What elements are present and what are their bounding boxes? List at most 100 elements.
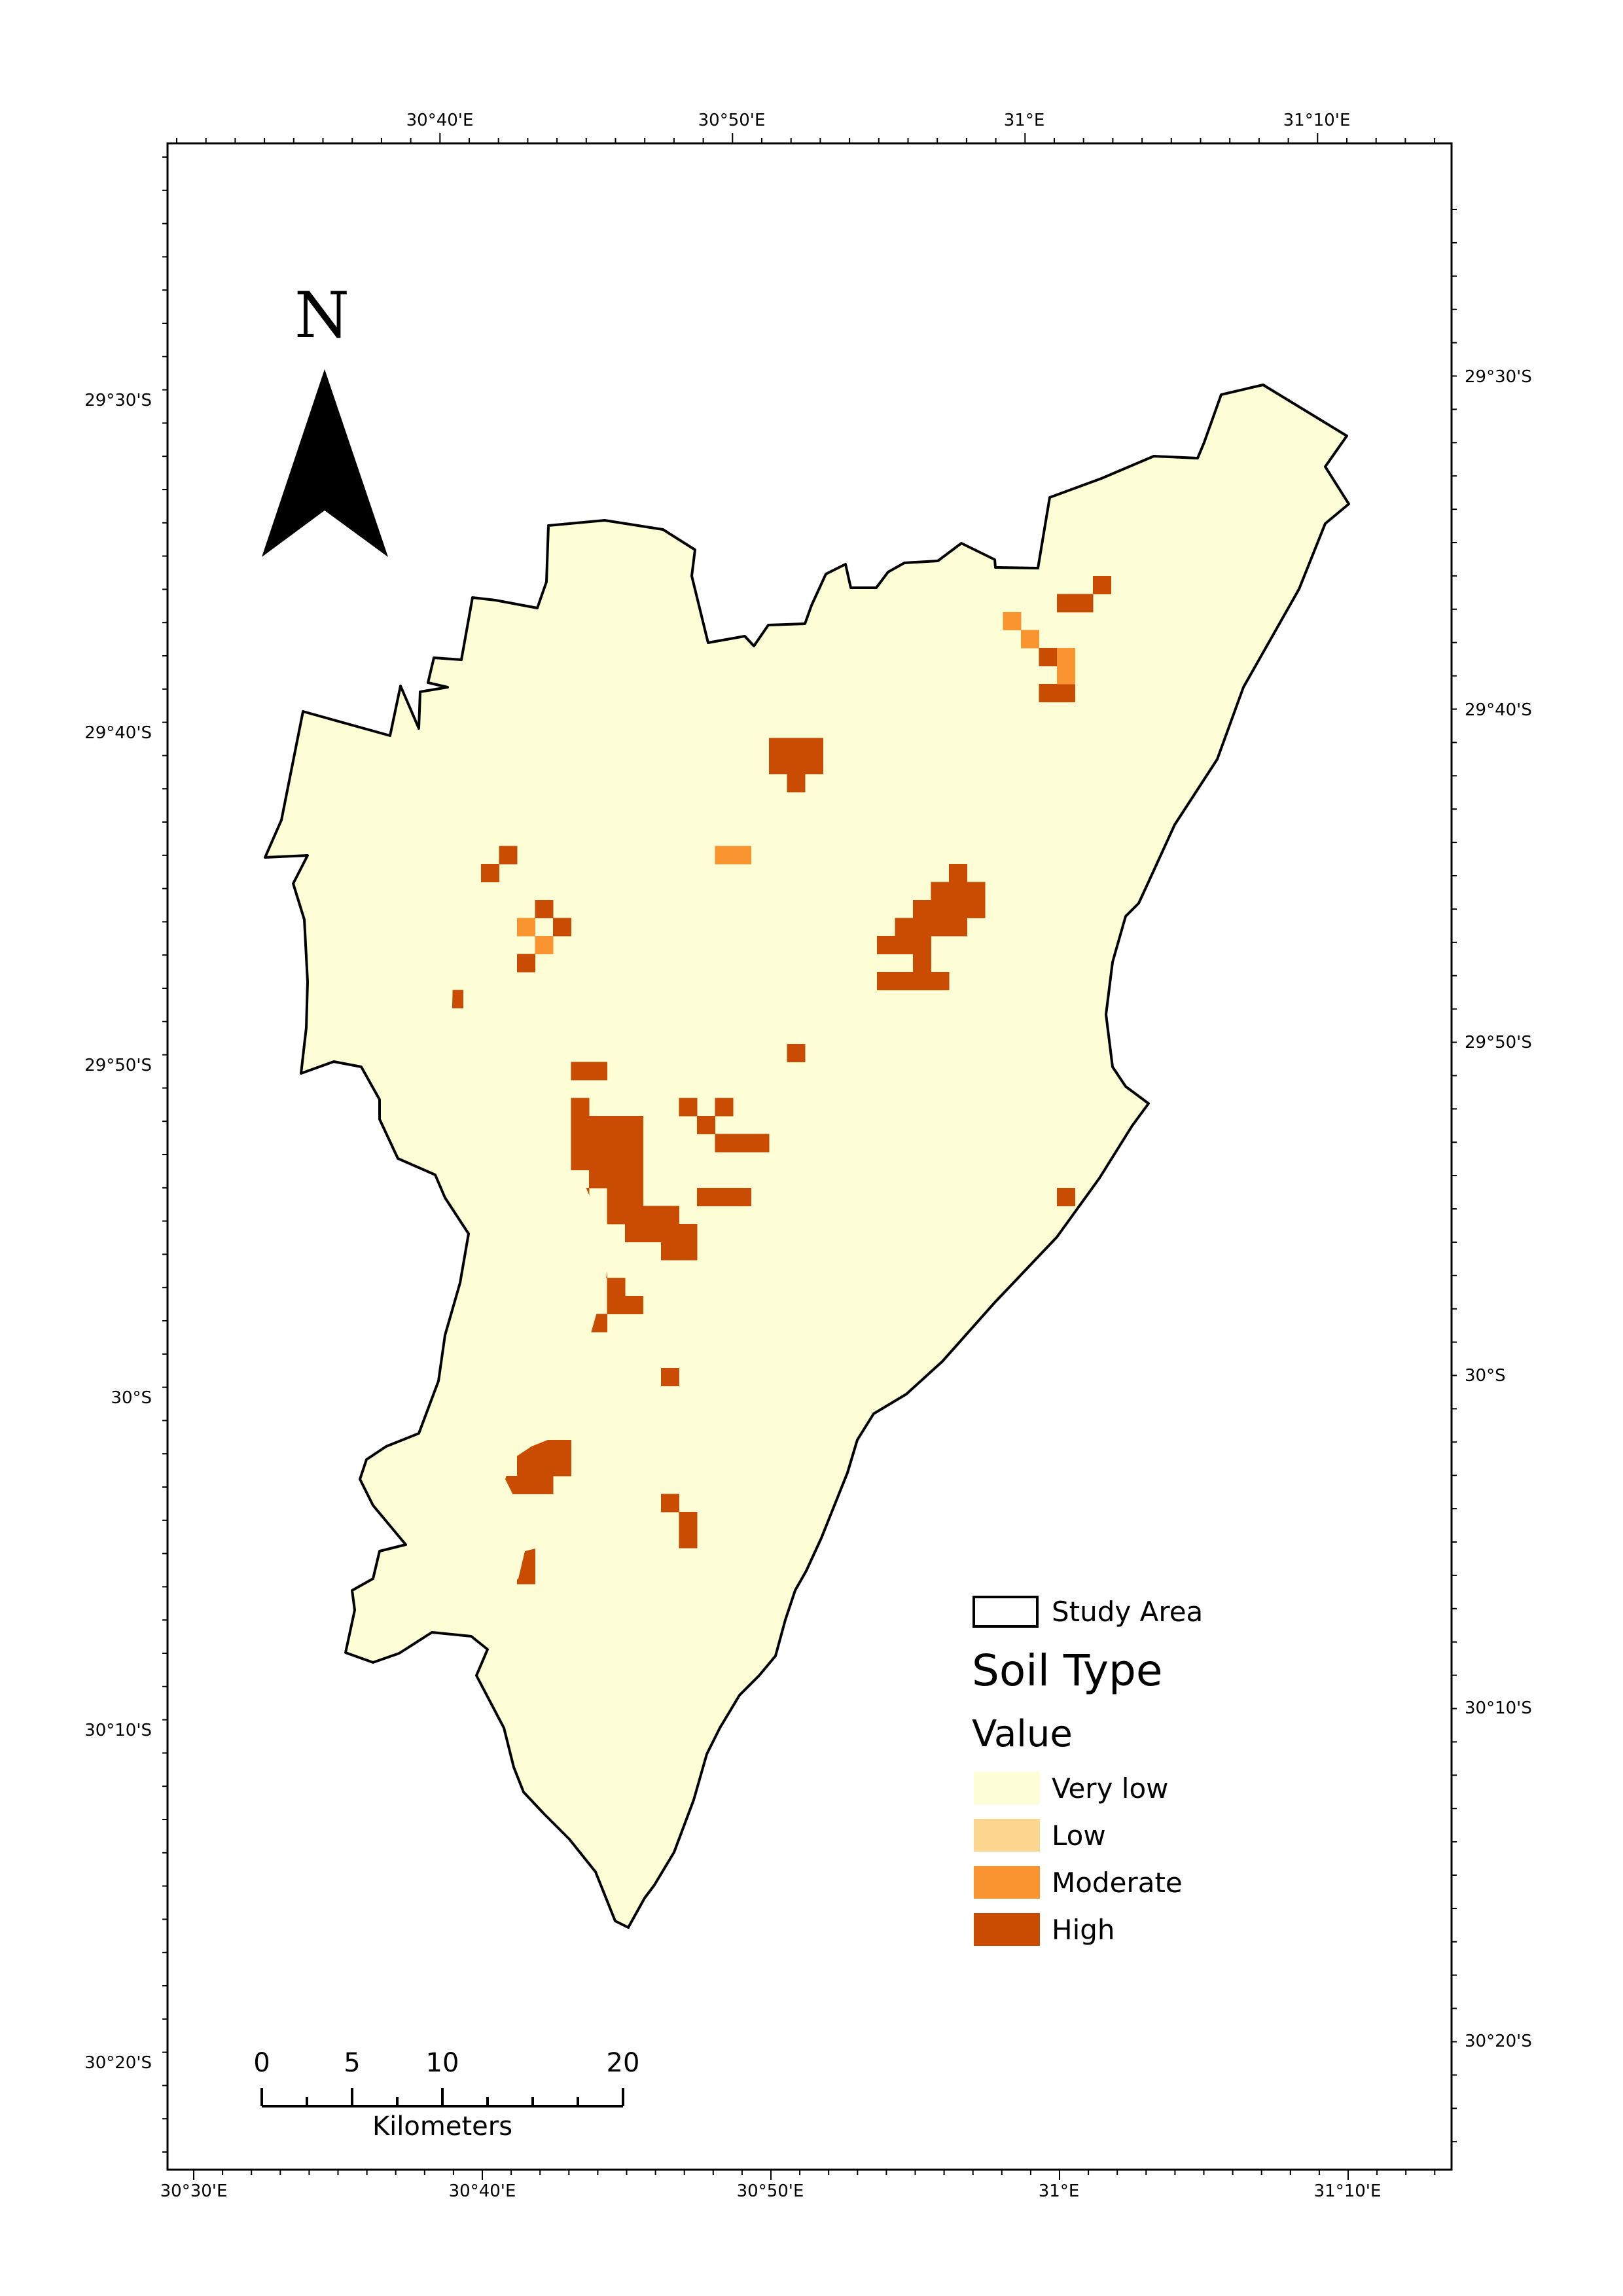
right-label: 29°40'S [1465, 700, 1532, 720]
scale-bar-ticks [260, 2088, 624, 2106]
raster-cell-high [931, 918, 950, 937]
raster-cell-high [913, 936, 931, 954]
raster-cell-high [787, 1044, 806, 1062]
raster-cell-high [949, 918, 967, 937]
raster-cell-high [967, 882, 986, 901]
top-coordinate-labels: 30°40'E 30°50'E 31°E 31°10'E [406, 111, 1351, 130]
legend-label-low: Low [1052, 1820, 1106, 1852]
legend-label-very-low: Very low [1052, 1772, 1169, 1804]
bottom-label: 30°50'E [737, 2181, 804, 2201]
raster-cell-moderate [1057, 648, 1075, 666]
scale-label-20: 20 [607, 2048, 640, 2078]
raster-cell-moderate [715, 846, 734, 865]
north-arrow-icon [262, 369, 388, 557]
scale-label-0: 0 [253, 2048, 270, 2078]
legend-swatch-moderate [974, 1866, 1040, 1899]
north-arrow: N [262, 279, 388, 557]
raster-cell-high [769, 756, 787, 774]
scale-label-5: 5 [344, 2048, 360, 2078]
raster-cell-high [517, 1476, 535, 1494]
right-label: 30°S [1465, 1366, 1506, 1386]
raster-cell-high [931, 882, 950, 901]
right-label: 30°10'S [1465, 1698, 1532, 1718]
raster-cell-high [949, 864, 967, 882]
raster-cell-high [571, 1062, 590, 1081]
raster-cell-high [679, 1530, 698, 1549]
top-label: 31°E [1004, 111, 1045, 130]
raster-cell-high [733, 1188, 751, 1206]
right-label: 29°50'S [1465, 1033, 1532, 1052]
raster-cell-high [787, 774, 806, 793]
scale-unit-label: Kilometers [372, 2111, 512, 2142]
raster-cell-high [535, 1476, 554, 1494]
raster-cell-high [913, 900, 931, 918]
right-label: 29°30'S [1465, 367, 1532, 387]
raster-cell-high [913, 918, 931, 937]
raster-cell-high [625, 1152, 643, 1170]
raster-cell-high [589, 1062, 607, 1081]
legend-swatch-high [974, 1913, 1040, 1946]
raster-cell-moderate [535, 936, 554, 954]
raster-cell-high [895, 936, 914, 954]
legend-label-moderate: Moderate [1052, 1867, 1183, 1899]
raster-cell-high [571, 1116, 590, 1134]
raster-cell-high [679, 1098, 698, 1117]
raster-cell-high [517, 1458, 535, 1477]
raster-cell-high [571, 1134, 590, 1153]
raster-cell-high [589, 1152, 607, 1170]
bottom-label: 30°30'E [160, 2181, 228, 2201]
right-label: 30°20'S [1465, 2032, 1532, 2051]
raster-cell-high [787, 756, 806, 774]
raster-cell-high [553, 918, 571, 937]
raster-cell-high [661, 1242, 679, 1261]
raster-cell-high [805, 756, 823, 774]
raster-cell-high [517, 954, 535, 973]
raster-cell-high [535, 900, 554, 918]
raster-cell-high [1075, 594, 1094, 613]
north-letter: N [294, 279, 349, 352]
bottom-label: 31°10'E [1314, 2181, 1382, 2201]
raster-cell-high [769, 738, 787, 757]
left-label: 29°40'S [84, 723, 152, 743]
left-label: 30°S [111, 1388, 152, 1408]
raster-cell-high [643, 1224, 662, 1242]
raster-cell-high [805, 738, 823, 757]
raster-cell-high [1057, 684, 1075, 702]
study-area-boundary [264, 384, 1350, 1929]
raster-cell-high [625, 1224, 643, 1242]
legend-study-area-swatch [972, 1596, 1039, 1628]
raster-cell-high [715, 1134, 734, 1153]
raster-cell-high [553, 1440, 571, 1458]
frame-ticks [162, 133, 1457, 2180]
legend-swatch-low [974, 1819, 1040, 1852]
top-label: 30°40'E [406, 111, 474, 130]
raster-cell-high [895, 918, 914, 937]
bottom-label: 30°40'E [449, 2181, 516, 2201]
right-coordinate-labels: 29°30'S 29°40'S 29°50'S 30°S 30°10'S 30°… [1465, 367, 1532, 2051]
bottom-label: 31°E [1039, 2181, 1080, 2201]
raster-cell-high [949, 900, 967, 918]
left-label: 29°30'S [84, 391, 152, 410]
raster-cell-high [607, 1206, 626, 1225]
raster-cell-high [607, 1134, 626, 1153]
legend: Study Area Soil Type Value Very low Low … [972, 1596, 1203, 1946]
raster-cell-high [913, 954, 931, 973]
raster-cell-high [949, 882, 967, 901]
raster-cell-high [481, 864, 499, 882]
raster-cell-high [607, 1152, 626, 1170]
scale-label-10: 10 [426, 2048, 459, 2078]
raster-cell-high [679, 1224, 698, 1242]
raster-cell-high [661, 1206, 679, 1225]
raster-cell-high [1093, 576, 1111, 594]
bottom-coordinate-labels: 30°30'E 30°40'E 30°50'E 31°E 31°10'E [160, 2181, 1382, 2201]
raster-cell-high [715, 1098, 734, 1117]
raster-cell-high [661, 1368, 679, 1386]
raster-cell-high [607, 1188, 626, 1206]
raster-cell-high [625, 1296, 643, 1314]
raster-cell-high [679, 1242, 698, 1261]
raster-cell-high [733, 1134, 751, 1153]
raster-cell-high [643, 1206, 662, 1225]
raster-cell-high [625, 1170, 643, 1189]
legend-title: Soil Type [972, 1645, 1163, 1696]
raster-cell-high [967, 900, 986, 918]
